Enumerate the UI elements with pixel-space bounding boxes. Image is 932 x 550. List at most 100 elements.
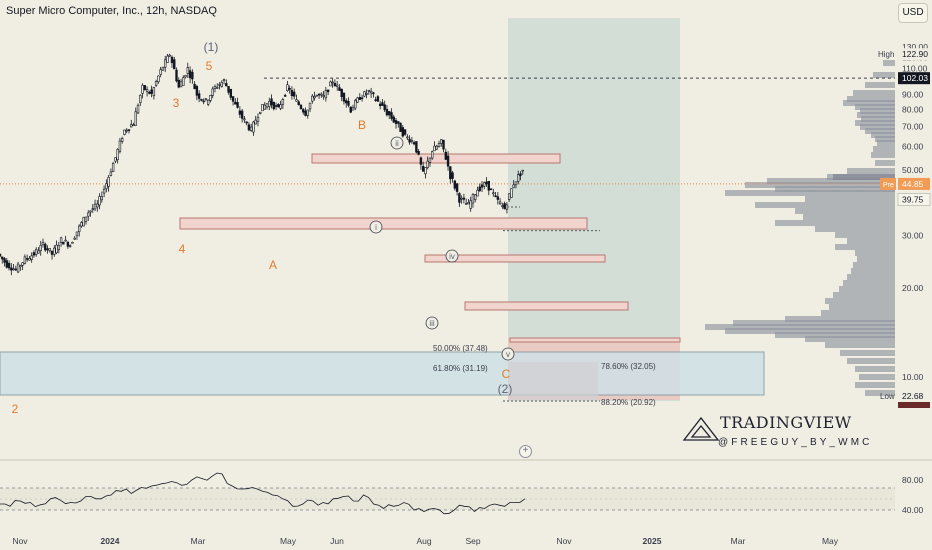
candle-body	[324, 90, 328, 99]
candle-body	[378, 103, 382, 106]
candle-body	[464, 203, 468, 205]
volume-profile-bar	[775, 186, 895, 192]
rsi-band	[0, 488, 895, 510]
volume-profile-bar	[725, 190, 895, 196]
volume-profile-bar	[775, 220, 895, 226]
candle-body	[152, 87, 156, 97]
candle-body	[41, 242, 45, 245]
candle-body	[53, 247, 56, 255]
wave-label: v	[506, 350, 510, 359]
candle-body	[351, 107, 355, 111]
candle-body	[274, 105, 278, 107]
candle-body	[141, 84, 144, 94]
candle-body	[225, 83, 228, 87]
candle-body	[498, 201, 502, 205]
candle-body	[471, 193, 475, 204]
candle-body	[64, 239, 67, 242]
candle-body	[23, 256, 27, 264]
candle-body	[478, 186, 481, 192]
support-zone	[0, 351, 765, 396]
wave-label: (2)	[498, 382, 513, 396]
wave-circle	[390, 136, 404, 150]
wave-label: iv	[449, 252, 455, 261]
volume-profile-bar	[873, 146, 895, 152]
volume-profile-bar	[825, 298, 895, 304]
high-label: High	[878, 50, 894, 59]
fib-label: 88.20% (20.92)	[601, 398, 656, 407]
currency-button[interactable]: USD	[898, 3, 928, 23]
candle-body	[424, 167, 427, 175]
candle-body	[313, 95, 316, 99]
volume-profile-bar	[847, 96, 895, 102]
candle-body	[200, 99, 203, 101]
candle-body	[514, 181, 518, 186]
volume-profile-bar	[865, 128, 895, 134]
volume-profile-bar	[805, 336, 895, 342]
candle-body	[91, 208, 94, 210]
x-axis-tick: Nov	[12, 536, 28, 546]
volume-profile-bar	[883, 60, 895, 66]
candle-body	[188, 70, 192, 79]
candle-body	[510, 188, 513, 198]
candle-body	[84, 216, 88, 222]
volume-profile-bar	[875, 136, 895, 142]
candle-body	[222, 79, 226, 81]
candle-body	[401, 127, 405, 137]
candle-body	[392, 116, 395, 123]
volume-profile-bar	[767, 178, 895, 184]
candle-body	[107, 177, 110, 187]
volume-profile-bar	[775, 332, 895, 338]
volume-profile-bar	[829, 304, 895, 310]
candle-body	[320, 93, 323, 96]
candle-body	[220, 82, 223, 87]
candle-body	[44, 243, 47, 251]
wave-label: ii	[395, 139, 399, 148]
add-indicator-button[interactable]: +	[519, 445, 532, 458]
x-axis-tick: May	[822, 536, 839, 546]
wave-label: 5	[206, 59, 213, 73]
candle-body	[263, 104, 266, 110]
candle-body	[59, 237, 63, 243]
candle-body	[279, 104, 282, 109]
low-tag-bar	[898, 402, 930, 408]
candle-body	[394, 120, 398, 124]
candle-body	[216, 86, 219, 89]
candle-body	[403, 129, 407, 135]
candle-body	[161, 66, 165, 71]
candle-body	[89, 210, 92, 213]
candle-body	[105, 183, 108, 189]
candle-body	[503, 203, 506, 210]
candle-body	[254, 119, 257, 125]
candle-body	[299, 104, 303, 110]
candle-body	[168, 54, 171, 57]
volume-profile-bar	[875, 160, 895, 166]
candle-body	[517, 174, 520, 182]
candle-body	[211, 88, 214, 96]
candle-body	[311, 95, 314, 102]
high-value: 122.90	[902, 49, 928, 59]
candle-body	[458, 193, 461, 203]
volume-profile-bar	[853, 262, 895, 268]
candle-body	[240, 110, 244, 119]
candle-body	[326, 89, 330, 93]
candle-body	[143, 85, 147, 90]
y-axis-tick: 80.00	[902, 104, 924, 114]
rsi-y-tick: 40.00	[902, 505, 924, 515]
candle-body	[62, 241, 65, 245]
candle-body	[118, 140, 122, 152]
fib-label: 61.80% (31.19)	[433, 364, 488, 373]
y-axis-tick: 60.00	[902, 141, 924, 151]
resistance-zone	[464, 301, 629, 311]
candle-body	[442, 139, 445, 150]
candle-body	[360, 97, 364, 100]
y-axis-tick: 10.00	[902, 372, 924, 382]
resistance-zone	[509, 337, 681, 343]
candle-body	[410, 140, 414, 142]
candle-body	[202, 100, 205, 103]
candle-body	[184, 74, 187, 78]
x-axis-tick: May	[280, 536, 297, 546]
candle-body	[229, 88, 233, 98]
candle-body	[213, 86, 217, 89]
x-axis-tick: Jun	[330, 536, 344, 546]
